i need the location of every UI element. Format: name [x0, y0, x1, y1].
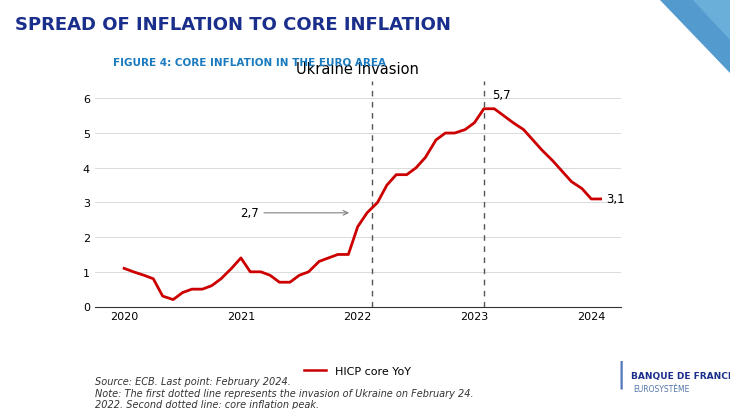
Text: Source: ECB. Last point: February 2024.
Note: The first dotted line represents t: Source: ECB. Last point: February 2024. …: [95, 376, 474, 409]
Text: FIGURE 4: CORE INFLATION IN THE EURO AREA: FIGURE 4: CORE INFLATION IN THE EURO ARE…: [113, 58, 386, 67]
Text: 5,7: 5,7: [492, 89, 511, 102]
Text: EUROSYSTÈME: EUROSYSTÈME: [634, 384, 690, 393]
Legend: HICP core YoY: HICP core YoY: [300, 362, 415, 381]
Title: Ukraine Invasion: Ukraine Invasion: [296, 61, 419, 76]
Text: SPREAD OF INFLATION TO CORE INFLATION: SPREAD OF INFLATION TO CORE INFLATION: [15, 16, 450, 34]
Polygon shape: [659, 0, 730, 74]
Text: BANQUE DE FRANCE: BANQUE DE FRANCE: [631, 371, 730, 380]
Text: 3,1: 3,1: [607, 193, 625, 206]
Polygon shape: [692, 0, 730, 40]
Text: 2,7: 2,7: [239, 207, 347, 220]
Text: |: |: [617, 360, 626, 389]
